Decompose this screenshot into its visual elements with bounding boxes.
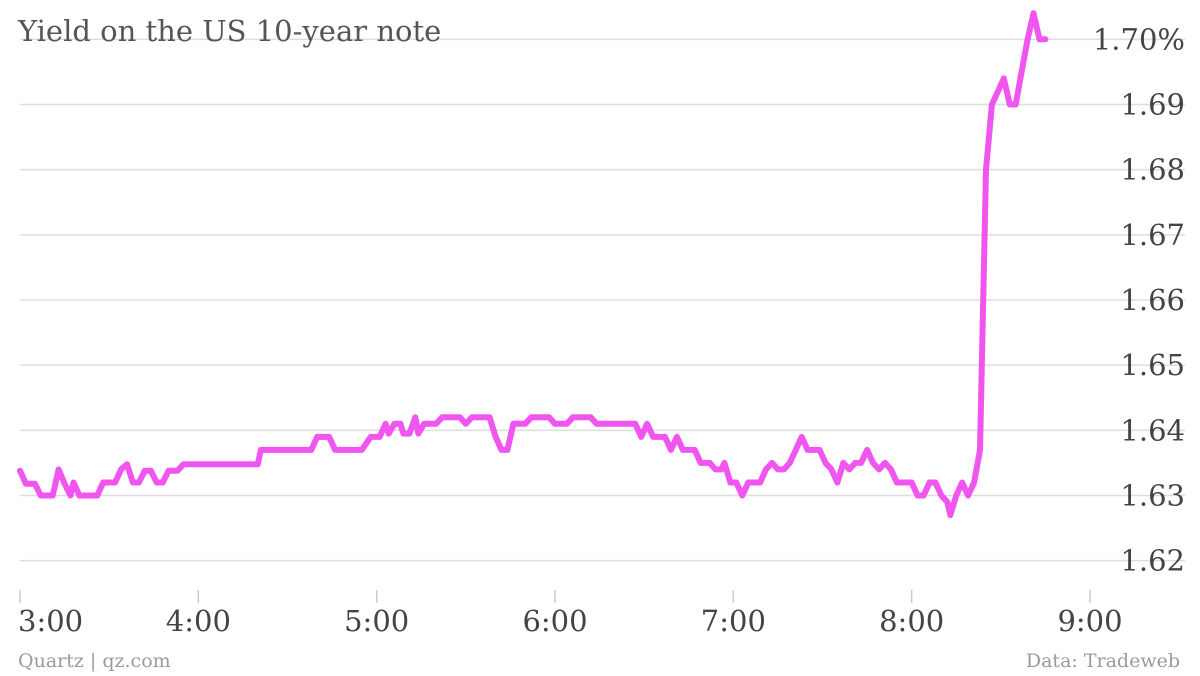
gridlines — [19, 38, 1185, 603]
y-tick-label: 1.68 — [1120, 153, 1185, 187]
footer-source: Data: Tradeweb — [1026, 650, 1180, 672]
y-tick-label: 1.69 — [1120, 87, 1185, 121]
series-layer — [17, 10, 1049, 519]
x-tick-label: 6:00 — [522, 604, 587, 638]
y-tick-label: 1.62 — [1120, 544, 1185, 578]
y-tick-label: 1.65 — [1120, 348, 1185, 382]
x-tick-label: 8:00 — [879, 604, 944, 638]
y-tick-label: 1.67 — [1120, 218, 1185, 252]
y-tick-label: 1.64 — [1120, 413, 1185, 447]
chart-title: Yield on the US 10-year note — [17, 14, 441, 48]
series-line — [17, 10, 1049, 519]
y-axis-tick-labels: 1.62 1.63 1.64 1.65 1.66 1.67 1.68 1.69 1.70% — [1093, 22, 1185, 577]
x-tick-label: 9:00 — [1057, 604, 1122, 638]
x-tick-label: 4:00 — [166, 604, 231, 638]
x-tick-label: 3:00 — [18, 604, 83, 638]
x-tick-label: 7:00 — [701, 604, 766, 638]
y-tick-label: 1.70% — [1093, 22, 1185, 56]
y-tick-label: 1.66 — [1120, 283, 1185, 317]
footer-credit: Quartz | qz.com — [18, 650, 171, 672]
y-tick-label: 1.63 — [1120, 479, 1185, 513]
x-tick-label: 5:00 — [344, 604, 409, 638]
x-axis-tick-labels: 3:00 4:00 5:00 6:00 7:00 8:00 9:00 — [18, 604, 1123, 638]
